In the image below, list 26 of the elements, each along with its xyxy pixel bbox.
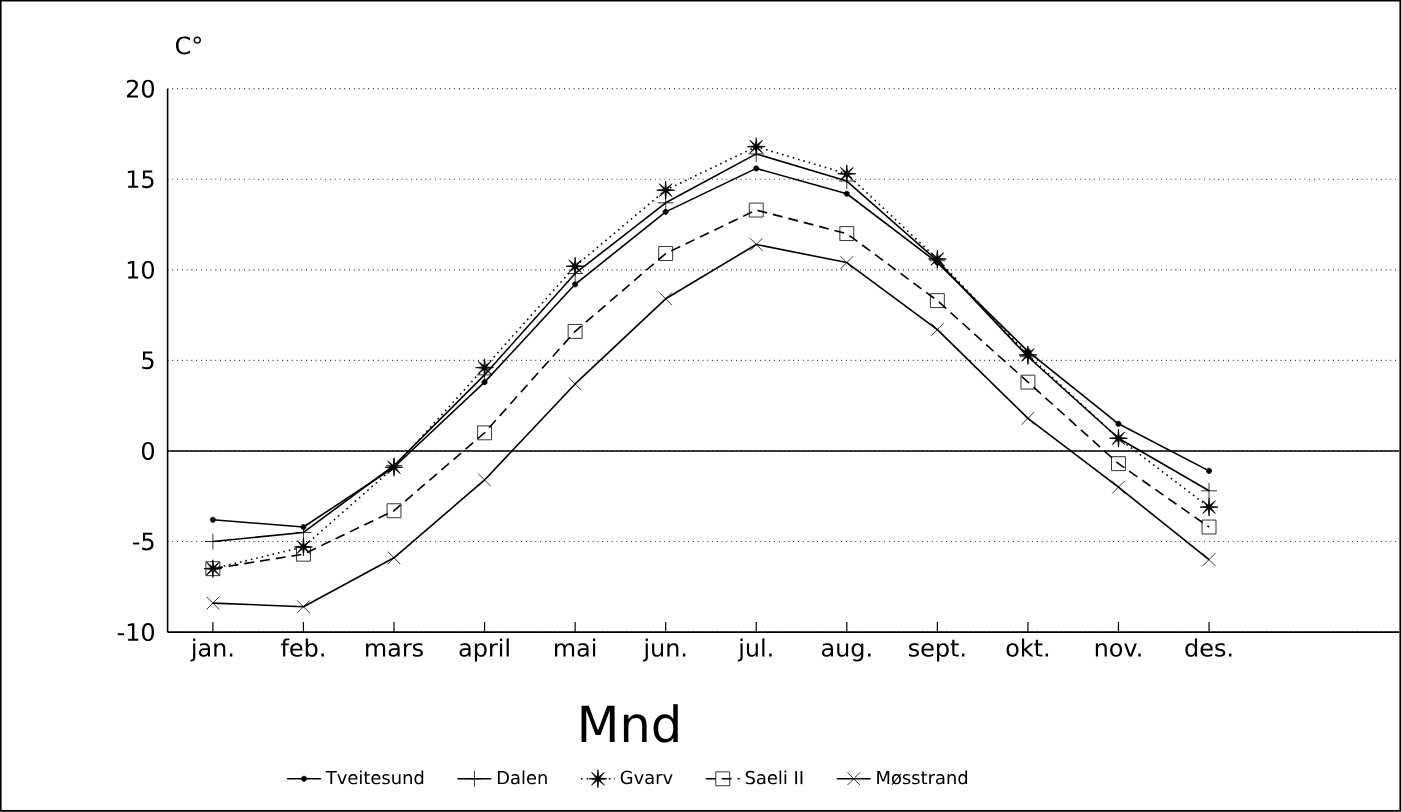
x-tick-label: sept. xyxy=(909,639,965,662)
y-tick-label: -5 xyxy=(132,532,154,551)
x-tick-label: april xyxy=(459,638,509,662)
y-axis-title: C° xyxy=(175,36,201,55)
legend-label: Gvarv xyxy=(620,770,673,785)
legend-label: Møsstrand xyxy=(877,770,968,786)
x-tick-label: aug. xyxy=(821,643,871,662)
legend-label: Saeli II xyxy=(745,770,803,785)
y-tick-label: 0 xyxy=(141,442,155,461)
x-tick-label: mai xyxy=(555,638,596,658)
y-tick-label: 20 xyxy=(126,79,155,98)
y-tick-label: 5 xyxy=(142,351,154,370)
x-tick-label: mars xyxy=(366,643,423,658)
x-tick-label: des. xyxy=(1185,638,1232,658)
y-tick-label: 15 xyxy=(127,170,154,189)
x-tick-label: jul. xyxy=(737,638,772,662)
x-tick-label: nov. xyxy=(1095,643,1141,658)
y-tick-label: 10 xyxy=(127,260,155,280)
x-tick-label: okt. xyxy=(1006,638,1049,658)
x-tick-label: feb. xyxy=(281,638,324,658)
x-tick-label: jan. xyxy=(190,638,233,662)
legend-label: Dalen xyxy=(497,770,547,785)
x-tick-label: jun. xyxy=(643,638,686,662)
y-tick-label: -10 xyxy=(117,623,155,642)
x-axis-title: Mnd xyxy=(581,704,678,743)
legend-label: Tveitesund xyxy=(325,770,424,785)
